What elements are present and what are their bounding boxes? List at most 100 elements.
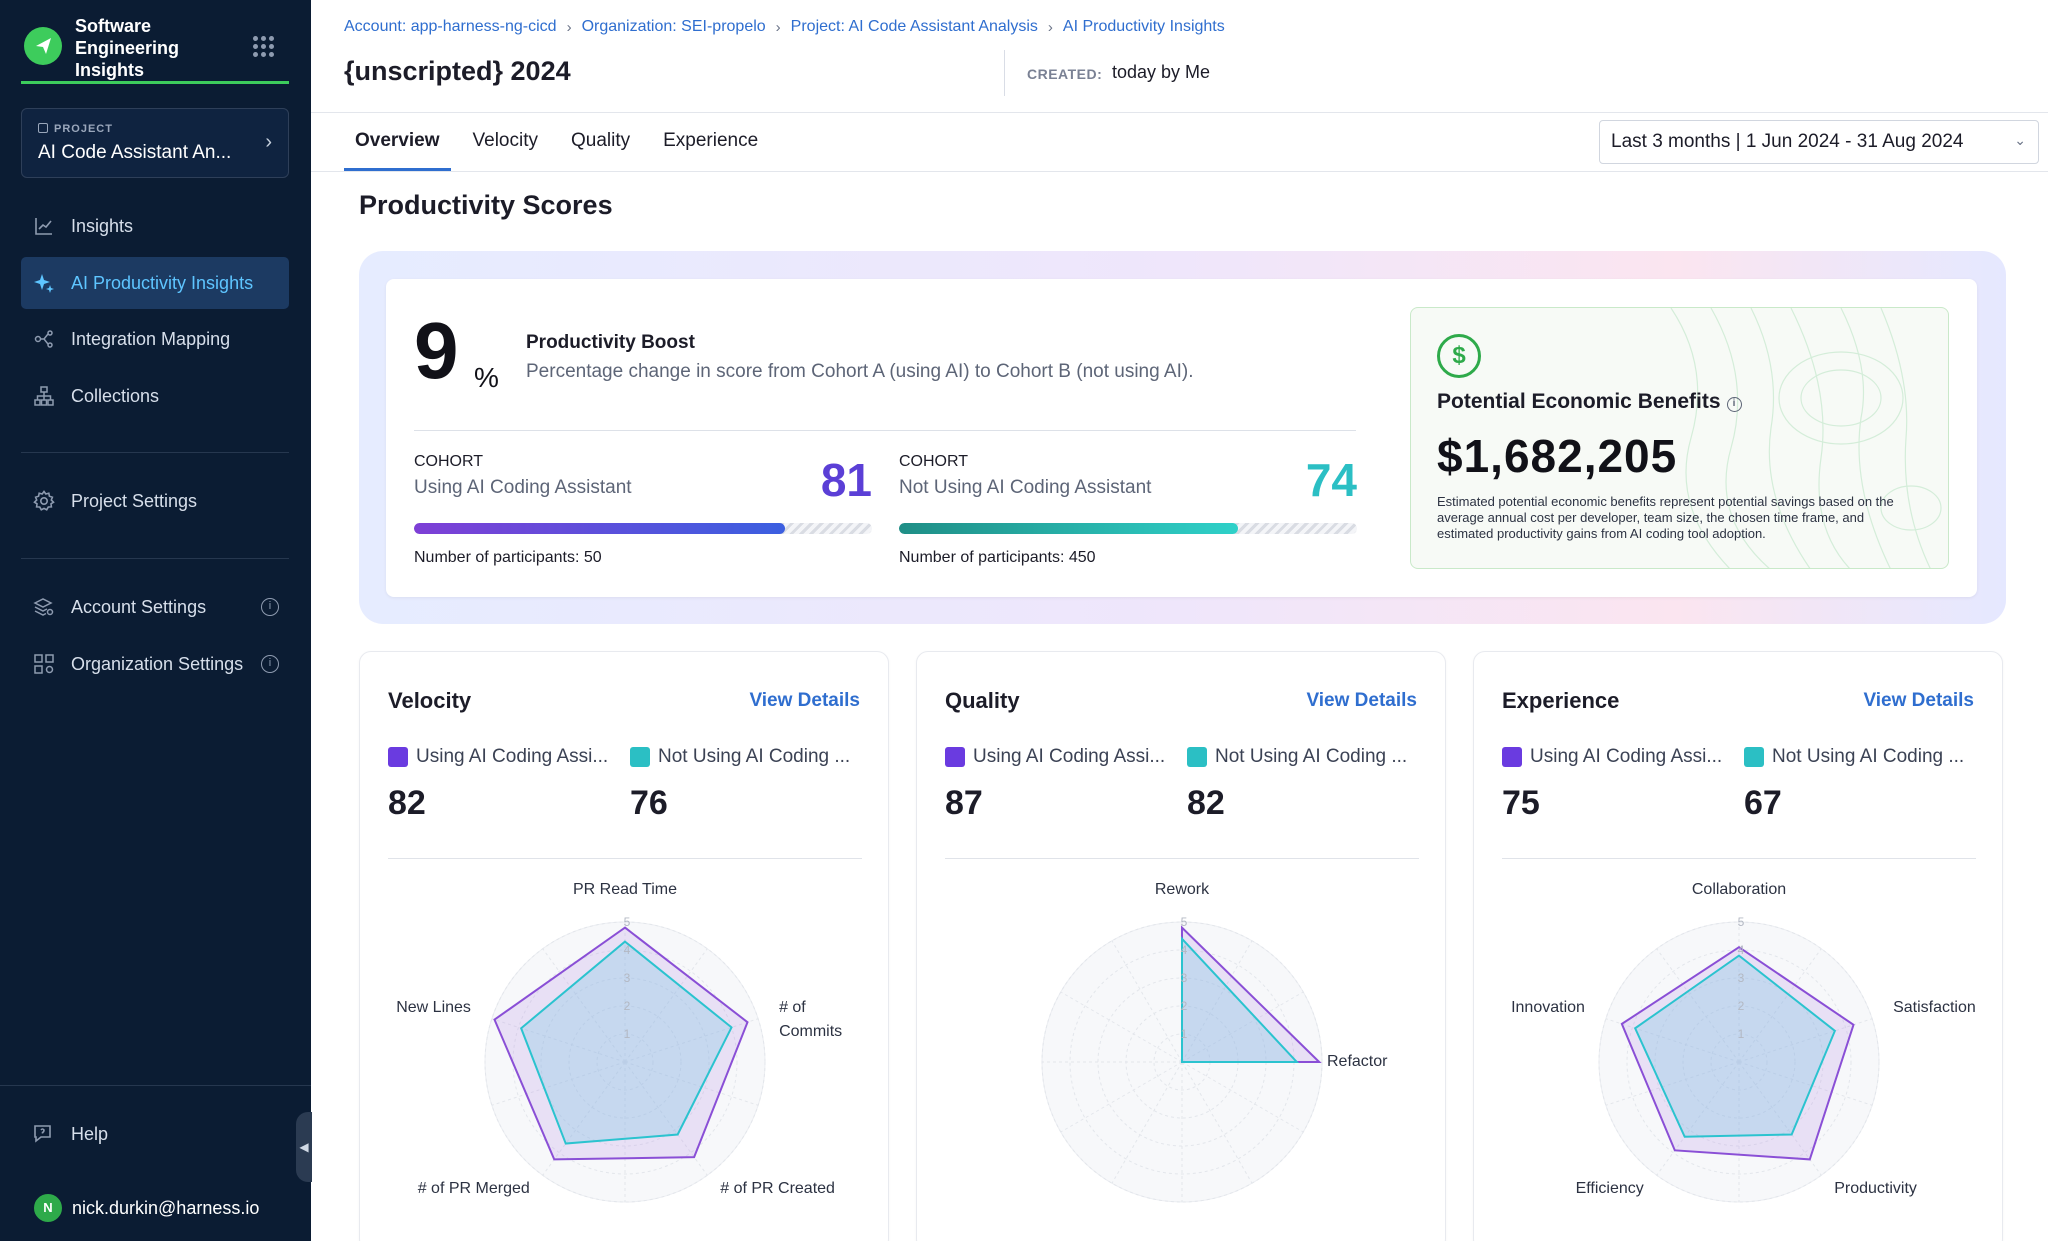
info-icon[interactable]: i [261, 598, 279, 616]
view-details-link[interactable]: View Details [1306, 690, 1417, 711]
radar-spoke [1181, 1061, 1253, 1184]
velocity-panel: Velocity View Details Using AI Coding As… [359, 651, 889, 1241]
series-not-using-ai-area [1181, 936, 1300, 1063]
sidebar-item-insights[interactable]: Insights [21, 200, 289, 252]
radar-spoke [1738, 1061, 1873, 1106]
panel-title: Velocity [388, 688, 472, 713]
axis-label-of-commits: # of Commits [779, 999, 842, 1040]
boost-divider [414, 430, 1356, 431]
legend-label: Using AI Coding Assi... [973, 746, 1166, 767]
radar-spoke [1111, 940, 1183, 1063]
sidebar-item-integration-mapping[interactable]: Integration Mapping [21, 313, 289, 365]
app-switcher-icon[interactable] [253, 36, 274, 57]
sidebar-item-label: Insights [71, 215, 134, 236]
sidebar-item-label: Account Settings [71, 596, 207, 617]
cohort-b: COHORT Not Using AI Coding Assistant 74 … [899, 453, 1357, 566]
legend-cohort-b: Not Using AI Coding ... [1187, 746, 1417, 768]
panel-title: Quality [945, 688, 1020, 713]
date-range-select[interactable]: Last 3 months | 1 Jun 2024 - 31 Aug 2024… [1599, 120, 2039, 164]
score-cohort-b: 67 [1744, 784, 1782, 822]
tick-label: 4 [1181, 943, 1188, 957]
breadcrumb-project[interactable]: Project: AI Code Assistant Analysis [790, 18, 1038, 35]
series-using-ai-area [493, 926, 749, 1161]
page-title: {unscripted} 2024 [344, 56, 571, 86]
project-name: AI Code Assistant An... [38, 142, 232, 163]
tick-label: 5 [624, 915, 631, 929]
axis-label-innovation: Innovation [1511, 999, 1585, 1016]
tick-label: 1 [1181, 1027, 1188, 1041]
sidebar-divider [21, 558, 289, 559]
tab-quality[interactable]: Quality [570, 130, 631, 151]
sidebar-item-account-settings[interactable]: Account Settings i [21, 581, 289, 633]
radar-spoke [1605, 1018, 1740, 1063]
series-not-using-ai-area [519, 940, 733, 1145]
cohort-b-name: Not Using AI Coding Assistant [899, 477, 1152, 498]
radar-ring [568, 1005, 682, 1119]
radar-spoke [624, 1061, 759, 1106]
radar-spoke [624, 1018, 759, 1063]
sidebar-divider [21, 452, 289, 453]
sidebar-item-project-settings[interactable]: Project Settings [21, 475, 289, 527]
boost-title: Productivity Boost [526, 332, 695, 353]
radar-spoke [1738, 1018, 1873, 1063]
cohort-a: COHORT Using AI Coding Assistant 81 Numb… [414, 453, 872, 566]
sidebar-item-organization-settings[interactable]: Organization Settings i [21, 638, 289, 690]
project-selector[interactable]: PROJECT AI Code Assistant An... › [21, 108, 289, 178]
radar-ring [1710, 1033, 1768, 1091]
legend-cohort-b: Not Using AI Coding ... [630, 746, 860, 768]
sidebar-item-ai-productivity-insights[interactable]: AI Productivity Insights [21, 257, 289, 309]
tick-label: 3 [624, 971, 631, 985]
radar-spoke [1738, 1061, 1822, 1176]
tick-label: 4 [624, 943, 631, 957]
project-tag-label: PROJECT [54, 123, 113, 135]
radar-spoke [1738, 948, 1822, 1063]
legend-cohort-a: Using AI Coding Assi... [388, 746, 618, 768]
view-details-link[interactable]: View Details [1863, 690, 1974, 711]
info-icon[interactable]: i [1726, 397, 1742, 412]
axis-label-new-lines: New Lines [396, 999, 471, 1016]
breadcrumb-account[interactable]: Account: app-harness-ng-cicd [344, 18, 557, 35]
breadcrumb-current[interactable]: AI Productivity Insights [1062, 18, 1225, 35]
boost-unit: % [474, 362, 499, 393]
collapse-sidebar-button[interactable]: ◀ [296, 1112, 312, 1182]
radar-spoke [491, 1061, 626, 1106]
brand-header[interactable]: Software Engineering Insights [21, 12, 289, 84]
breadcrumb-organization[interactable]: Organization: SEI-propelo [581, 18, 766, 35]
radar-ring [512, 949, 738, 1175]
radar-spoke [1656, 1061, 1740, 1176]
tick-label: 1 [624, 1027, 631, 1041]
legend-cohort-a: Using AI Coding Assi... [1502, 746, 1732, 768]
radar-spoke [624, 948, 708, 1063]
chevron-right-icon: › [566, 18, 572, 36]
experience-radar-chart: 1 2 3 4 5 Collaboration Satisfaction Productivi… [1511, 882, 1976, 1203]
tab-bar: Overview Velocity Quality Experience [344, 113, 780, 171]
tab-experience[interactable]: Experience [663, 130, 759, 151]
panel-title: Experience [1502, 688, 1620, 713]
cohort-a-progress-fill [414, 523, 785, 534]
info-icon[interactable]: i [261, 655, 279, 673]
section-title: Productivity Scores [359, 190, 613, 220]
cohort-b-participants: Number of participants: 450 [899, 549, 1096, 566]
chevron-right-icon: › [265, 131, 272, 153]
sidebar-item-collections[interactable]: Collections [21, 370, 289, 422]
cohort-a-score: 81 [820, 454, 872, 506]
cohort-b-progress-fill [899, 523, 1238, 534]
sparkle-icon [33, 272, 55, 294]
project-tag: PROJECT [38, 123, 113, 135]
score-cohort-b: 82 [1187, 784, 1225, 822]
axis-label-rework: Rework [1155, 882, 1210, 898]
user-profile[interactable]: N nick.durkin@harness.io [32, 1192, 259, 1224]
economic-benefits-card: $ Potential Economic Benefits i $1,682,20… [1410, 307, 1949, 569]
score-cohort-a: 82 [388, 784, 426, 822]
tick-label: 5 [1738, 915, 1745, 929]
tab-overview[interactable]: Overview [344, 113, 451, 171]
sidebar-item-help[interactable]: Help [21, 1108, 289, 1160]
date-range-value: Last 3 months | 1 Jun 2024 - 31 Aug 2024 [1611, 131, 1964, 152]
layers-gear-icon [33, 596, 55, 618]
integration-icon [33, 328, 55, 350]
tab-velocity[interactable]: Velocity [472, 130, 538, 151]
legend-swatch [1187, 747, 1207, 767]
legend-label: Using AI Coding Assi... [1530, 746, 1723, 767]
radar-spoke [1181, 991, 1304, 1063]
view-details-link[interactable]: View Details [749, 690, 860, 711]
